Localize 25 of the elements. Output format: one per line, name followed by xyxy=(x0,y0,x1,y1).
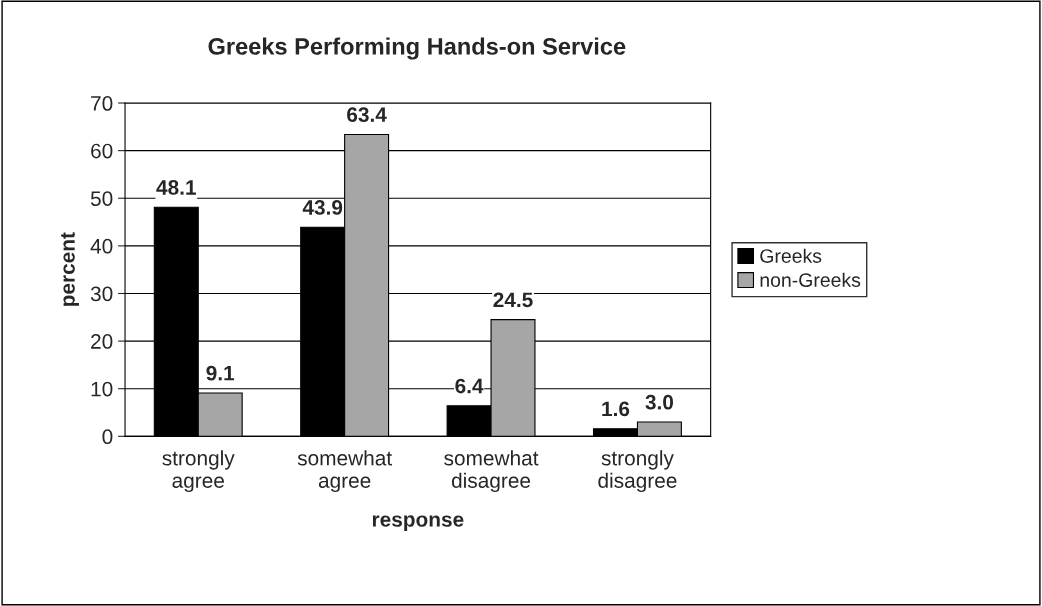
legend-label: non-Greeks xyxy=(760,272,861,287)
x-tick-label: somewhat agree xyxy=(297,450,392,493)
chart-title: Greeks Performing Hands-on Service xyxy=(208,37,626,60)
y-tick-label: 10 xyxy=(91,381,113,397)
y-tick-label: 30 xyxy=(90,286,113,302)
x-tick-label: strongly disagree xyxy=(598,450,677,493)
y-tick-label: 60 xyxy=(91,143,113,159)
x-tick-label: somewhat disagree xyxy=(444,450,539,493)
y-axis-title: percent xyxy=(61,232,79,306)
data-label: 24.5 xyxy=(493,292,533,308)
y-tick-label: 70 xyxy=(91,96,113,111)
data-label: 9.1 xyxy=(206,365,235,381)
x-tick-label: strongly agree xyxy=(162,450,235,493)
data-label: 43.9 xyxy=(302,200,343,215)
data-label: 1.6 xyxy=(602,401,630,417)
data-label: 48.1 xyxy=(156,180,196,195)
y-tick-label: 20 xyxy=(91,334,113,349)
legend-label: Greeks xyxy=(760,248,822,263)
y-tick-label: 40 xyxy=(90,238,113,254)
y-tick-label: 50 xyxy=(90,191,113,206)
data-label: 63.4 xyxy=(347,107,387,123)
x-axis-title: response xyxy=(372,515,464,531)
y-tick-label: 0 xyxy=(102,429,113,445)
data-label: 6.4 xyxy=(455,378,484,394)
data-label: 3.0 xyxy=(645,394,674,410)
